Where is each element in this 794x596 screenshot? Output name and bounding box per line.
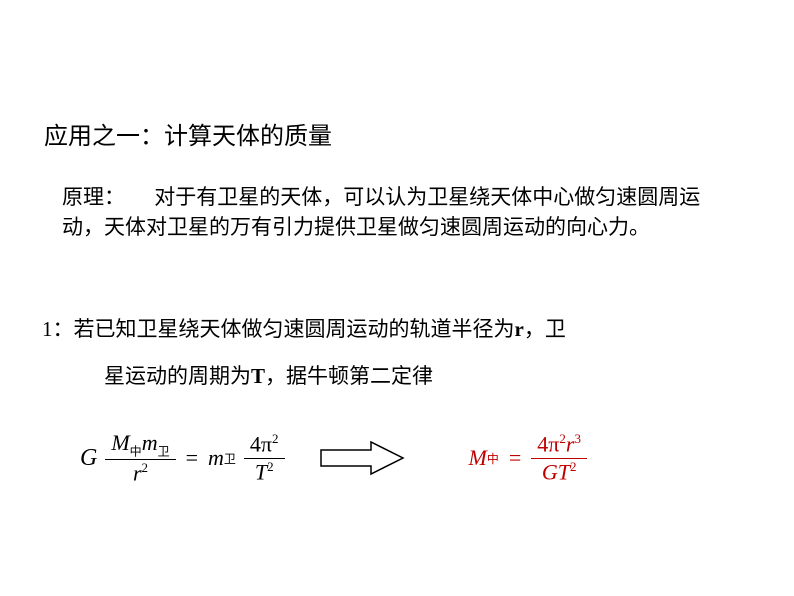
case1-line1: 1：若已知卫星绕天体做匀速圆周运动的轨道半径为r，卫 bbox=[42, 313, 566, 343]
case1-line2-pre: 星运动的周期为 bbox=[104, 364, 251, 388]
subscript-zhong-right: 中 bbox=[487, 450, 499, 467]
var-T: T bbox=[251, 364, 265, 388]
formula-right: M中 = 4π2r3 GT2 bbox=[469, 431, 587, 485]
equals-sign-right: = bbox=[509, 445, 521, 471]
symbol-G: G bbox=[80, 445, 97, 472]
fraction-4pi2r3-over-GT2: 4π2r3 GT2 bbox=[531, 431, 587, 485]
formula-row: G M中m卫 r2 = m卫 4π2 T2 M中 = bbox=[80, 418, 740, 498]
symbol-G-right: G bbox=[542, 459, 558, 484]
symbol-M-right: M bbox=[469, 445, 487, 471]
symbol-T-right: T bbox=[558, 459, 570, 484]
exponent-2: 2 bbox=[142, 460, 149, 475]
equals-sign: = bbox=[186, 445, 198, 471]
text-4pi: 4π bbox=[250, 431, 272, 456]
fraction-Mm-over-r2: M中m卫 r2 bbox=[105, 430, 175, 487]
block-arrow-svg bbox=[319, 440, 405, 476]
symbol-m-rhs: m bbox=[208, 445, 224, 471]
formula-left: G M中m卫 r2 = m卫 4π2 T2 bbox=[80, 430, 285, 487]
subscript-wei-rhs: 卫 bbox=[224, 450, 236, 467]
symbol-m: m bbox=[142, 430, 158, 455]
case1-line1-pre: 1：若已知卫星绕天体做匀速圆周运动的轨道半径为 bbox=[42, 317, 515, 341]
section-title: 应用之一：计算天体的质量 bbox=[44, 116, 332, 151]
exponent-2b: 2 bbox=[272, 431, 279, 446]
symbol-r: r bbox=[133, 460, 142, 485]
exponent-3-right: 3 bbox=[574, 431, 581, 446]
symbol-M: M bbox=[111, 430, 129, 455]
arrow-icon bbox=[319, 440, 405, 476]
fraction-4pi2-over-T2: 4π2 T2 bbox=[244, 431, 285, 485]
case1-line2-post: ，据牛顿第二定律 bbox=[265, 364, 433, 388]
subscript-zhong: 中 bbox=[130, 444, 142, 458]
subscript-wei: 卫 bbox=[158, 444, 170, 458]
case1-line2: 星运动的周期为T，据牛顿第二定律 bbox=[104, 360, 433, 390]
case1-line1-post: ，卫 bbox=[524, 317, 566, 341]
text-4pi-right: 4π bbox=[537, 431, 559, 456]
exponent-2d-right: 2 bbox=[570, 459, 577, 474]
symbol-T: T bbox=[255, 459, 267, 484]
principle-label: 原理： bbox=[62, 185, 125, 209]
var-r: r bbox=[515, 317, 524, 341]
principle-block: 原理： 对于有卫星的天体，可以认为卫星绕天体中心做匀速圆周运动，天体对卫星的万有… bbox=[62, 182, 732, 243]
exponent-2c: 2 bbox=[267, 459, 274, 474]
principle-body: 对于有卫星的天体，可以认为卫星绕天体中心做匀速圆周运动，天体对卫星的万有引力提供… bbox=[62, 185, 700, 239]
